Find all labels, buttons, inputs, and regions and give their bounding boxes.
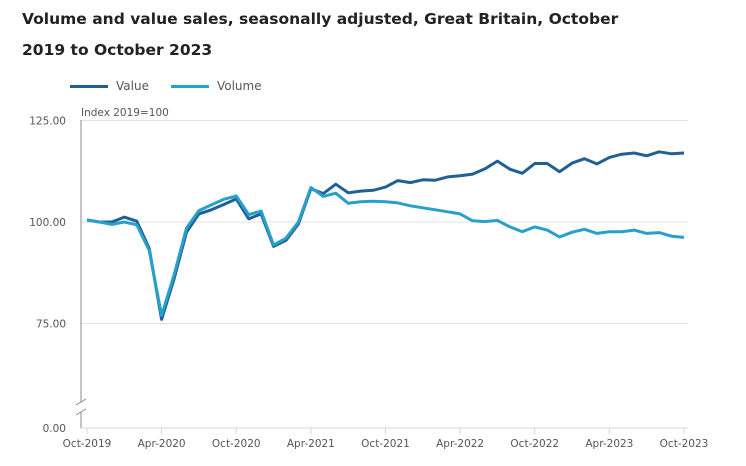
y-tick-label: 0.00 xyxy=(43,423,66,435)
legend-item-volume: Volume xyxy=(170,79,262,93)
axis-break-mark xyxy=(75,398,87,406)
chart-title: Volume and value sales, seasonally adjus… xyxy=(22,10,619,59)
x-tick-label: Oct-2023 xyxy=(660,438,709,450)
y-tick-label: 125.00 xyxy=(29,116,66,128)
legend-item-value: Value xyxy=(70,79,149,93)
legend-swatch-volume xyxy=(170,84,209,88)
series-line-volume xyxy=(86,186,685,317)
axis-break-mark xyxy=(75,408,87,416)
y-tick-label: 75.00 xyxy=(36,319,66,331)
legend: Value Volume xyxy=(70,79,262,93)
x-tick-label: Oct-2020 xyxy=(212,438,261,450)
x-tick-label: Apr-2023 xyxy=(585,438,633,450)
y-tick-label: 100.00 xyxy=(29,217,66,229)
y-axis-label: Index 2019=100 xyxy=(81,107,169,119)
x-tick-label: Oct-2021 xyxy=(361,438,410,450)
x-tick-label: Apr-2022 xyxy=(436,438,484,450)
x-tick-label: Oct-2019 xyxy=(63,438,112,450)
legend-label-value: Value xyxy=(116,79,149,93)
x-tick-label: Oct-2022 xyxy=(510,438,559,450)
legend-label-volume: Volume xyxy=(216,79,262,93)
series-line-value xyxy=(86,150,685,321)
legend-swatch-value xyxy=(70,84,108,88)
x-tick-label: Apr-2020 xyxy=(138,438,186,450)
x-tick-label: Apr-2021 xyxy=(287,438,335,450)
